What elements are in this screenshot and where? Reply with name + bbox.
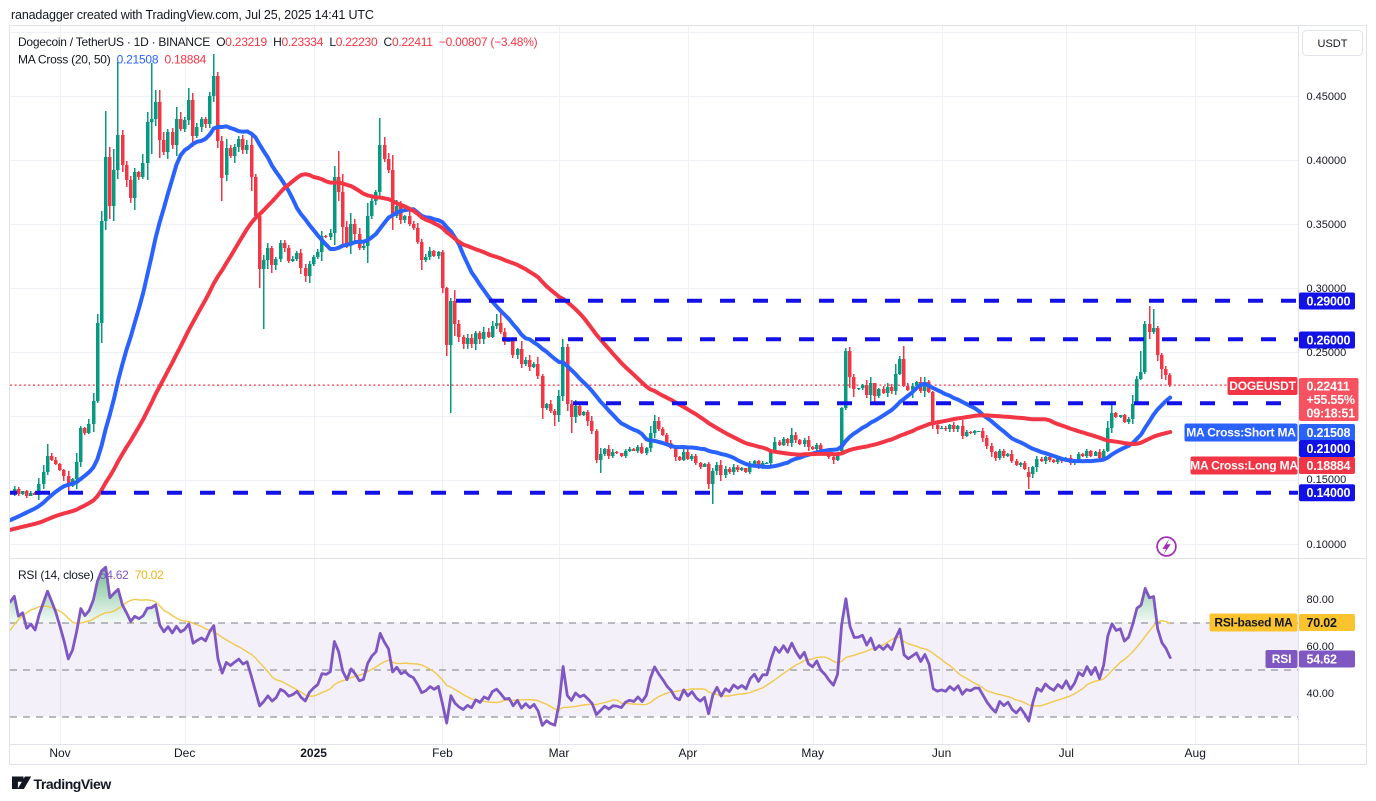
svg-text:Feb: Feb: [432, 746, 453, 760]
svg-text:ranadagger created with Tradin: ranadagger created with TradingView.com,…: [11, 8, 374, 22]
svg-text:80.00: 80.00: [1307, 594, 1335, 606]
svg-text:0.18884: 0.18884: [1307, 459, 1351, 473]
svg-text:RSI (14, close) 54.62 70.02: RSI (14, close) 54.62 70.02: [18, 568, 164, 582]
svg-text:USDT: USDT: [1318, 38, 1348, 50]
svg-text:0.30000: 0.30000: [1307, 283, 1347, 295]
svg-text:40.00: 40.00: [1307, 688, 1335, 700]
svg-text:2025: 2025: [300, 746, 327, 760]
svg-text:MA Cross (20, 50) 0.21508 0.: MA Cross (20, 50) 0.21508 0.18884: [18, 53, 207, 67]
svg-text:0.40000: 0.40000: [1307, 155, 1347, 167]
svg-text:54.62: 54.62: [1307, 652, 1338, 666]
svg-text:Aug: Aug: [1185, 746, 1206, 760]
svg-text:May: May: [801, 746, 824, 760]
svg-text:Jun: Jun: [932, 746, 951, 760]
svg-text:0.35000: 0.35000: [1307, 219, 1347, 231]
svg-text:Dogecoin / TetherUS · 1D · BIN: Dogecoin / TetherUS · 1D · BINANCE O0.23…: [18, 35, 538, 49]
svg-text:0.21000: 0.21000: [1307, 442, 1351, 456]
svg-text:0.14000: 0.14000: [1307, 486, 1351, 500]
svg-text:0.15000: 0.15000: [1307, 474, 1347, 486]
svg-text:RSI-based MA: RSI-based MA: [1214, 616, 1293, 630]
svg-text:60.00: 60.00: [1307, 641, 1335, 653]
svg-text:Apr: Apr: [679, 746, 698, 760]
svg-text:TradingView: TradingView: [34, 776, 112, 792]
svg-text:70.02: 70.02: [1307, 616, 1338, 630]
svg-text:Jul: Jul: [1059, 746, 1074, 760]
svg-text:MA Cross:Long MA: MA Cross:Long MA: [1190, 459, 1298, 473]
svg-text:0.22411: 0.22411: [1307, 379, 1350, 393]
svg-text:0.21508: 0.21508: [1307, 426, 1351, 440]
svg-text:MA Cross:Short MA: MA Cross:Short MA: [1186, 426, 1296, 440]
svg-text:0.10000: 0.10000: [1307, 539, 1347, 551]
svg-text:0.25000: 0.25000: [1307, 347, 1347, 359]
svg-text:DOGEUSDT: DOGEUSDT: [1229, 379, 1296, 393]
svg-text:0.45000: 0.45000: [1307, 91, 1347, 103]
svg-text:09:18:51: 09:18:51: [1307, 406, 1356, 420]
svg-text:0.29000: 0.29000: [1307, 294, 1351, 308]
svg-text:Dec: Dec: [174, 746, 195, 760]
svg-text:Nov: Nov: [49, 746, 70, 760]
svg-text:RSI: RSI: [1272, 652, 1291, 666]
svg-text:+55.55%: +55.55%: [1307, 393, 1355, 407]
svg-text:0.26000: 0.26000: [1307, 333, 1351, 347]
svg-text:Mar: Mar: [549, 746, 570, 760]
